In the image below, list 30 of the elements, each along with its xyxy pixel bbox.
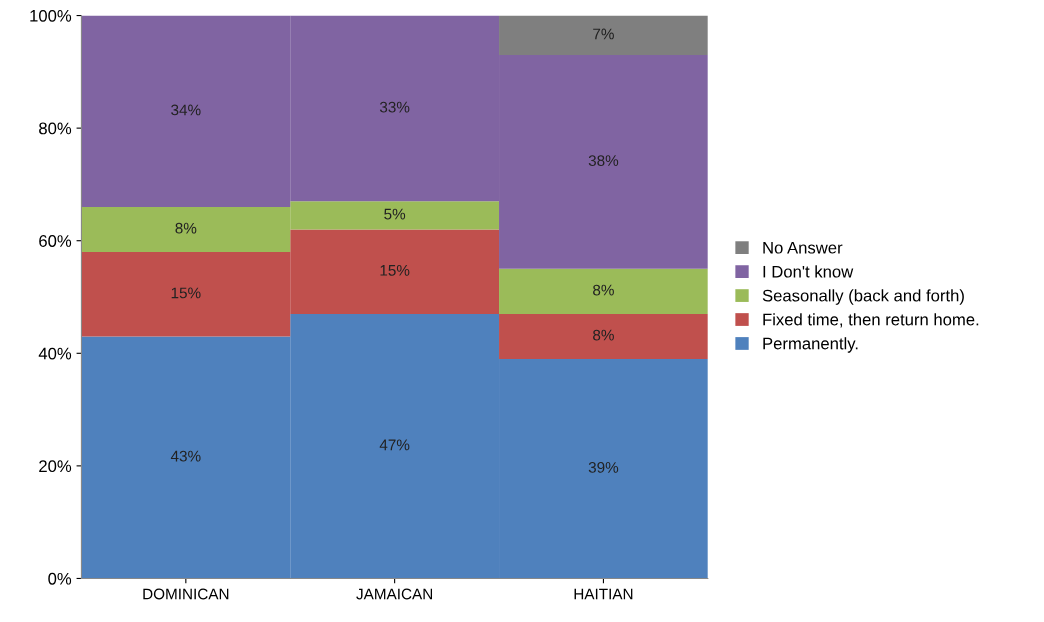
legend-label: I Don't know — [763, 265, 854, 278]
legend-label: Fixed time, then return home. — [763, 313, 979, 328]
y-tick-label: 80% — [39, 122, 72, 135]
data-label: 38% — [588, 155, 619, 167]
bar — [499, 15, 708, 55]
data-label: 7% — [593, 28, 614, 40]
data-label: 8% — [593, 284, 614, 296]
data-label: 34% — [171, 104, 201, 116]
x-tick-label: JAMAICAN — [356, 588, 433, 600]
x-tick-label: HAITIAN — [574, 588, 633, 600]
x-tick-label: DOMINICAN — [143, 588, 229, 600]
data-label: 8% — [175, 222, 197, 234]
data-label: 33% — [379, 101, 410, 113]
data-label: 5% — [384, 208, 406, 220]
y-tick-label: 40% — [38, 347, 72, 360]
data-label: 15% — [171, 287, 201, 299]
legend-label: Seasonally (back and forth) — [762, 289, 964, 305]
data-label: 39% — [588, 461, 619, 473]
data-label: 8% — [593, 329, 614, 341]
y-tick-label: 0% — [48, 572, 72, 585]
y-tick-label: 100% — [30, 9, 72, 22]
y-tick-label: 20% — [39, 460, 72, 473]
data-label: 43% — [170, 450, 201, 462]
bar — [499, 313, 708, 359]
legend-label: Permanently. — [763, 337, 858, 353]
bar — [499, 268, 708, 314]
data-label: 15% — [380, 265, 410, 276]
legend-label: No Answer — [763, 241, 843, 254]
data-label: 47% — [379, 439, 410, 451]
y-tick-label: 60% — [39, 235, 72, 247]
